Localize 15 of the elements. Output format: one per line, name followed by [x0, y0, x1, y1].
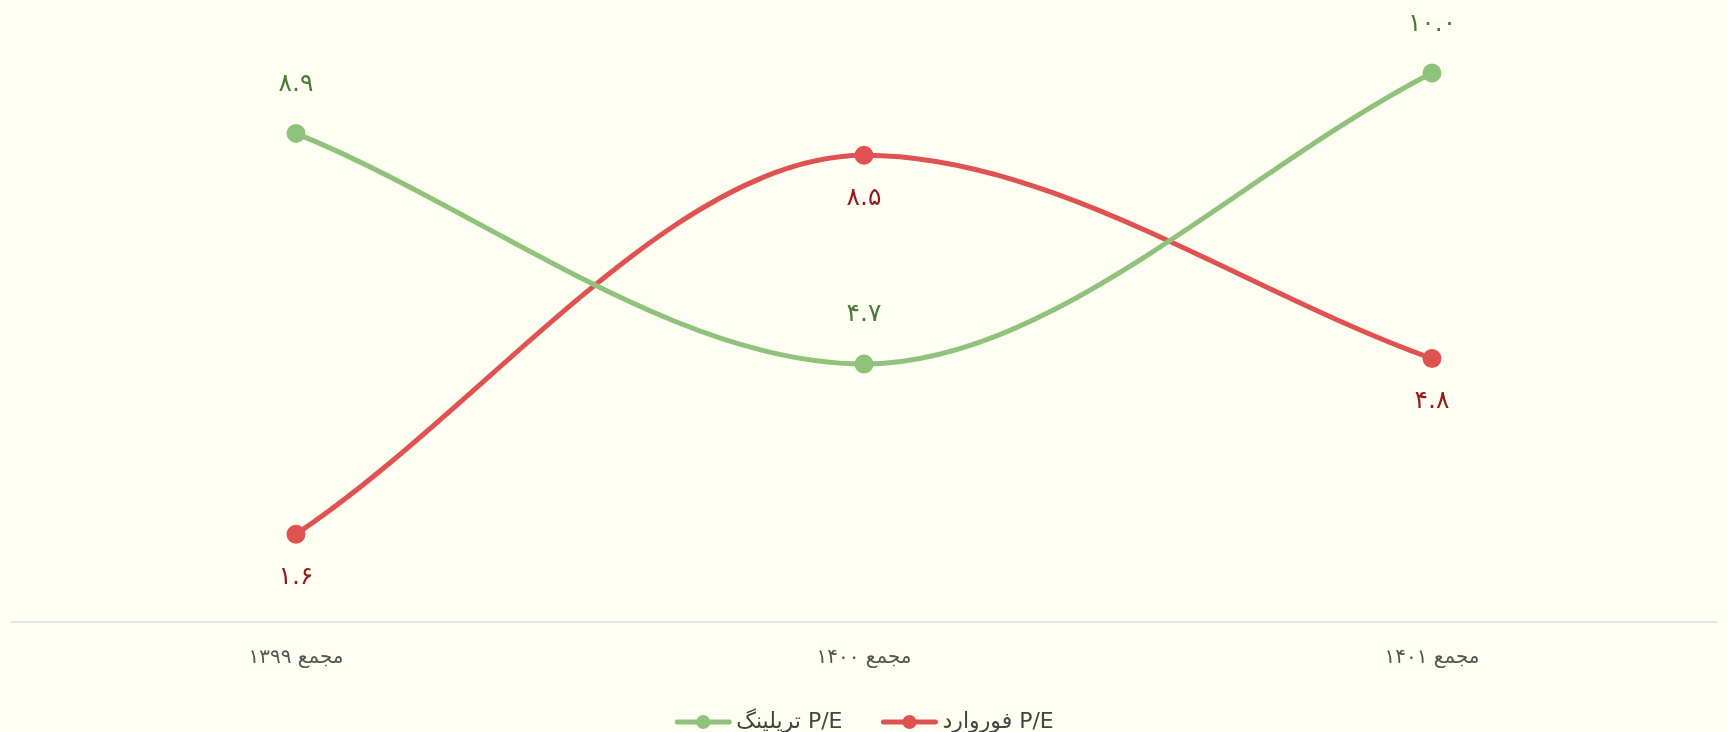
point — [286, 123, 306, 143]
point — [1422, 63, 1442, 83]
x-tick-label: مجمع ۱۳۹۹ — [248, 644, 344, 669]
data-label: ۸.۹ — [278, 67, 314, 97]
data-label: ۸.۵ — [846, 181, 882, 211]
data-label: ۱۰.۰ — [1407, 7, 1457, 37]
data-label: ۴.۷ — [846, 298, 882, 328]
point — [854, 145, 874, 165]
x-tick-label: مجمع ۱۴۰۰ — [816, 644, 912, 669]
x-tick-label: مجمع ۱۴۰۱ — [1384, 644, 1480, 669]
point — [286, 524, 306, 544]
point — [854, 354, 874, 374]
point — [1422, 348, 1442, 368]
data-label: ۱.۶ — [278, 560, 314, 590]
data-label: ۴.۸ — [1414, 384, 1450, 414]
